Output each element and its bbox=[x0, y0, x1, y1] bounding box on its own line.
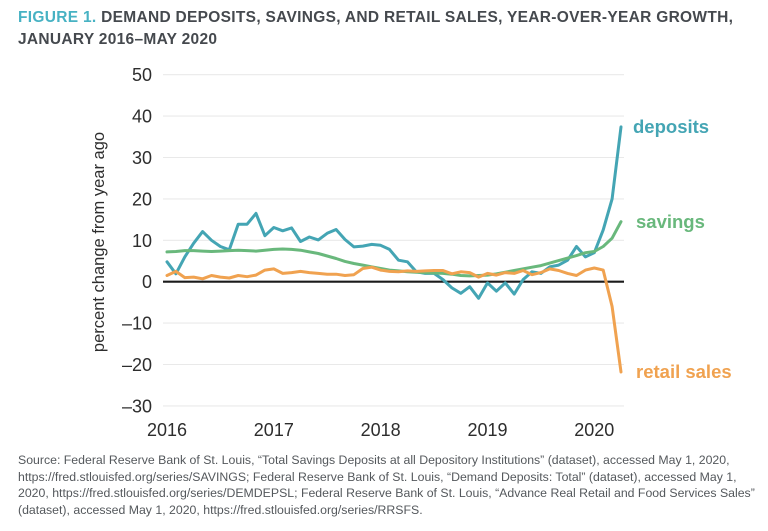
page-title: FIGURE 1. DEMAND DEPOSITS, SAVINGS, AND … bbox=[18, 7, 760, 51]
figure-label: FIGURE 1. bbox=[18, 9, 97, 26]
svg-text:2017: 2017 bbox=[254, 420, 294, 440]
retail-sales-series-label: retail sales bbox=[636, 361, 732, 382]
svg-text:2020: 2020 bbox=[574, 420, 614, 440]
svg-text:0: 0 bbox=[142, 272, 152, 292]
svg-text:30: 30 bbox=[132, 148, 152, 168]
savings-series-label: savings bbox=[636, 211, 705, 232]
svg-text:2016: 2016 bbox=[147, 420, 187, 440]
svg-text:40: 40 bbox=[132, 107, 152, 127]
svg-text:2018: 2018 bbox=[361, 420, 401, 440]
figure-title-line1: DEMAND DEPOSITS, SAVINGS, AND RETAIL SAL… bbox=[101, 9, 734, 26]
svg-text:50: 50 bbox=[132, 65, 152, 85]
svg-text:–20: –20 bbox=[122, 355, 152, 375]
svg-text:2019: 2019 bbox=[467, 420, 507, 440]
deposits-series-label: deposits bbox=[633, 116, 710, 137]
svg-text:10: 10 bbox=[132, 231, 152, 251]
svg-text:20: 20 bbox=[132, 189, 152, 209]
source-note: Source: Federal Reserve Bank of St. Loui… bbox=[18, 453, 755, 517]
figure-title-line2: JANUARY 2016–MAY 2020 bbox=[18, 31, 218, 48]
svg-text:–30: –30 bbox=[122, 396, 152, 416]
y-axis-label: percent change from year ago bbox=[90, 131, 108, 353]
svg-text:–10: –10 bbox=[122, 314, 152, 334]
